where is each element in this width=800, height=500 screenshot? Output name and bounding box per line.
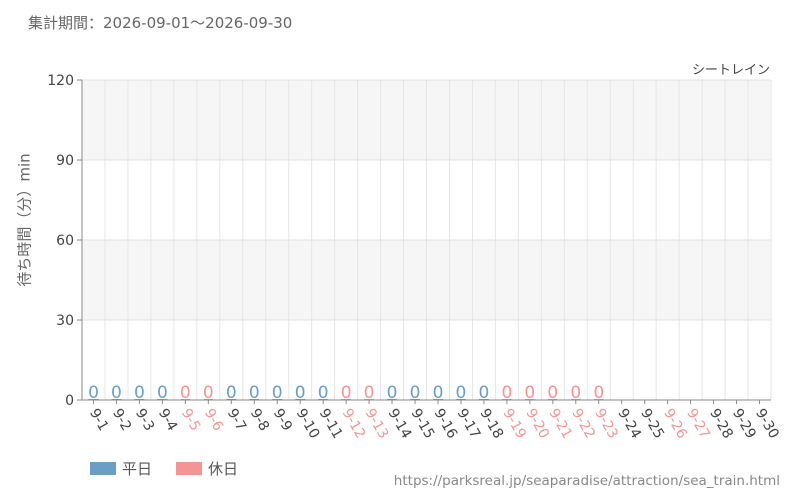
x-tick-label: 9-28	[706, 406, 736, 442]
legend-label-weekday: 平日	[122, 460, 153, 478]
x-tick-label: 9-2	[109, 406, 134, 434]
x-tick-label: 9-16	[431, 406, 461, 442]
legend-swatch-weekday	[90, 462, 116, 475]
x-tick-label: 9-19	[499, 406, 529, 442]
period-label: 集計期間：2026-09-01～2026-09-30	[28, 14, 293, 32]
data-label: 0	[364, 383, 375, 403]
x-tick-label: 9-13	[362, 406, 392, 442]
x-tick-label: 9-20	[522, 406, 552, 442]
x-tick-label: 9-5	[178, 406, 203, 434]
x-tick-label: 9-27	[683, 406, 713, 442]
x-tick-label: 9-4	[155, 406, 180, 434]
legend-item-holiday[interactable]: 休日	[176, 458, 238, 479]
y-tick-label: 30	[56, 313, 74, 329]
x-tick-label: 9-3	[132, 406, 157, 434]
x-tick-label: 9-15	[408, 406, 438, 442]
data-label: 0	[479, 383, 490, 403]
data-label: 0	[524, 383, 535, 403]
x-tick-label: 9-18	[476, 406, 506, 442]
y-tick-label: 0	[65, 393, 74, 409]
x-tick-label: 9-29	[729, 406, 759, 442]
data-label: 0	[226, 383, 237, 403]
data-label: 0	[295, 383, 306, 403]
x-tick-label: 9-23	[591, 406, 621, 442]
x-tick-label: 9-1	[86, 406, 111, 434]
x-tick-label: 9-12	[339, 406, 369, 442]
y-tick-label: 60	[56, 233, 74, 249]
x-tick-label: 9-21	[545, 406, 575, 442]
data-label: 0	[111, 383, 122, 403]
x-tick-label: 9-6	[201, 406, 226, 434]
x-tick-label: 9-25	[637, 406, 667, 442]
data-label: 0	[180, 383, 191, 403]
data-label: 0	[318, 383, 329, 403]
legend-swatch-holiday	[176, 462, 203, 475]
legend-label-holiday: 休日	[208, 460, 239, 478]
x-tick-label: 9-7	[224, 406, 249, 434]
data-label: 0	[249, 383, 260, 403]
data-label: 0	[501, 383, 512, 403]
chart-title: シートレイン	[692, 63, 770, 78]
data-label: 0	[593, 383, 604, 403]
data-label: 0	[341, 383, 352, 403]
data-label: 0	[547, 383, 558, 403]
data-label: 0	[272, 383, 283, 403]
data-label: 0	[410, 383, 421, 403]
legend-item-weekday[interactable]: 平日	[90, 458, 152, 479]
data-label: 0	[134, 383, 145, 403]
data-label: 0	[203, 383, 214, 403]
legend: 平日 休日	[90, 458, 254, 479]
y-tick-label: 90	[56, 153, 74, 169]
data-label: 0	[433, 383, 444, 403]
x-tick-label: 9-11	[316, 406, 346, 442]
x-tick-label: 9-14	[385, 406, 415, 442]
data-label: 0	[387, 383, 398, 403]
x-tick-label: 9-17	[453, 406, 483, 442]
data-label: 0	[157, 383, 168, 403]
source-url[interactable]: https://parksreal.jp/seaparadise/attract…	[393, 473, 780, 489]
x-tick-label: 9-8	[247, 406, 272, 434]
x-tick-label: 9-24	[614, 406, 644, 442]
x-tick-label: 9-26	[660, 406, 690, 442]
x-tick-label: 9-9	[270, 406, 295, 434]
data-label: 0	[456, 383, 467, 403]
y-tick-label: 120	[47, 73, 74, 89]
data-label: 0	[570, 383, 581, 403]
x-tick-label: 9-22	[568, 406, 598, 442]
x-tick-label: 9-10	[293, 406, 323, 442]
data-label: 0	[88, 383, 99, 403]
x-tick-label: 9-30	[752, 406, 782, 442]
